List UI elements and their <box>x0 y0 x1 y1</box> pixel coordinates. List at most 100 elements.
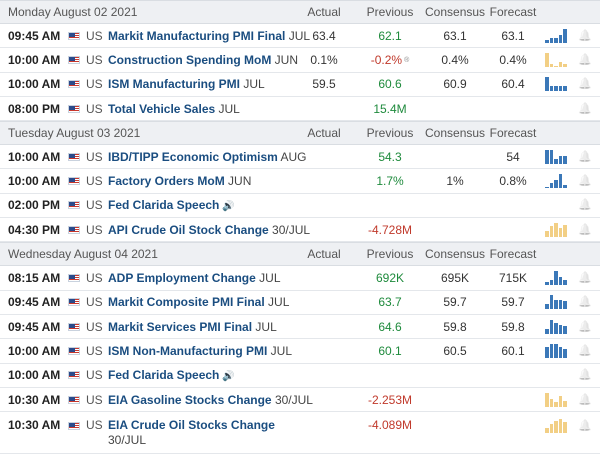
mini-bar <box>563 185 567 189</box>
event-row[interactable]: 09:45 AM US Markit Manufacturing PMI Final… <box>0 24 600 49</box>
event-name-link[interactable]: Markit Manufacturing PMI Final <box>108 28 286 43</box>
event-actual: 59.5 <box>312 77 336 92</box>
event-actual: 63.4 <box>312 28 336 43</box>
event-name-link[interactable]: ADP Employment Change <box>108 271 256 286</box>
event-name-link[interactable]: Total Vehicle Sales <box>108 101 216 116</box>
column-header-actual: Actual <box>307 5 341 19</box>
event-row[interactable]: 10:00 AM US Factory Orders MoM JUN 1.7% 1% 0.… <box>0 169 600 194</box>
mini-bar-chart-icon[interactable] <box>545 295 567 310</box>
event-reference-period: JUL <box>259 271 281 286</box>
mini-bar <box>563 155 567 164</box>
bell-icon[interactable]: 🔔 <box>578 199 592 212</box>
bell-icon[interactable]: 🔔 <box>578 175 592 188</box>
event-row[interactable]: 10:00 AM US Construction Spending MoM JUN 0… <box>0 48 600 73</box>
event-name-link[interactable]: Fed Clarida Speech <box>108 368 220 383</box>
event-consensus: 60.9 <box>443 77 467 92</box>
mini-bar-chart-icon[interactable] <box>545 77 567 92</box>
event-row[interactable]: 10:30 AM US EIA Gasoline Stocks Change 30/… <box>0 387 600 413</box>
bell-icon[interactable]: 🔔 <box>578 272 592 285</box>
mini-bar <box>549 295 554 310</box>
event-title[interactable]: Factory Orders MoM JUN <box>108 174 251 188</box>
event-title[interactable]: Construction Spending MoM JUN <box>108 53 298 67</box>
mini-bar-chart-icon[interactable] <box>545 343 567 358</box>
bell-icon[interactable]: 🔔 <box>578 223 592 236</box>
bell-icon[interactable]: 🔔 <box>578 393 592 406</box>
event-title[interactable]: EIA Gasoline Stocks Change 30/JUL <box>108 393 313 407</box>
event-row[interactable]: 04:30 PM US API Crude Oil Stock Change 30/… <box>0 218 600 243</box>
event-forecast: 715K <box>498 271 528 286</box>
bell-icon[interactable]: 🔔 <box>578 420 592 433</box>
event-row[interactable]: 08:15 AM US ADP Employment Change JUL 692K 6… <box>0 266 600 291</box>
event-row[interactable]: 10:00 AM US ISM Non-Manufacturing PMI JUL 6… <box>0 339 600 364</box>
column-header-consensus: Consensus <box>425 126 486 141</box>
bell-icon[interactable]: 🔔 <box>578 320 592 333</box>
event-title[interactable]: API Crude Oil Stock Change 30/JUL <box>108 223 310 237</box>
bell-icon[interactable]: 🔔 <box>578 296 592 309</box>
event-name-link[interactable]: Fed Clarida Speech <box>108 198 220 213</box>
event-name-link[interactable]: API Crude Oil Stock Change <box>108 222 269 237</box>
bell-icon[interactable]: 🔔 <box>578 53 592 66</box>
event-title[interactable]: IBD/TIPP Economic Optimism AUG <box>108 150 307 164</box>
event-title[interactable]: ISM Manufacturing PMI JUL <box>108 77 265 91</box>
event-row[interactable]: 02:00 PM US Fed Clarida Speech 🔊 🔔 <box>0 193 600 219</box>
event-previous: 60.1 <box>360 344 420 358</box>
mini-bar <box>563 280 567 286</box>
event-title[interactable]: Markit Composite PMI Final JUL <box>108 295 289 309</box>
event-time: 10:00 AM <box>8 368 61 383</box>
mini-bar <box>549 225 554 237</box>
bell-icon[interactable]: 🔔 <box>578 102 592 115</box>
event-title[interactable]: Fed Clarida Speech 🔊 <box>108 368 235 382</box>
mini-bar-chart-icon[interactable] <box>545 222 567 237</box>
event-name-link[interactable]: EIA Gasoline Stocks Change <box>108 392 272 407</box>
event-forecast: 59.8 <box>501 319 525 334</box>
event-title[interactable]: Fed Clarida Speech 🔊 <box>108 198 235 212</box>
event-row[interactable]: 10:00 AM US Fed Clarida Speech 🔊 🔔 <box>0 363 600 388</box>
event-name-link[interactable]: ISM Non-Manufacturing PMI <box>108 343 268 358</box>
event-name-link[interactable]: Markit Composite PMI Final <box>108 295 265 310</box>
event-time: 08:15 AM <box>8 271 61 286</box>
mini-bar-chart-icon[interactable] <box>545 174 567 189</box>
event-previous-value: 1.7% <box>376 174 404 189</box>
mini-bar <box>545 346 549 358</box>
event-name-link[interactable]: Markit Services PMI Final <box>108 319 253 334</box>
event-row[interactable]: 10:30 AM US EIA Crude Oil Stocks Change 30… <box>0 412 600 455</box>
event-title[interactable]: Markit Services PMI Final JUL <box>108 320 277 334</box>
event-previous: 692K <box>360 271 420 285</box>
event-title[interactable]: Markit Manufacturing PMI Final JUL <box>108 29 310 43</box>
bell-icon[interactable]: 🔔 <box>578 150 592 163</box>
event-previous: 1.7% <box>360 174 420 188</box>
mini-bar-chart-icon[interactable] <box>545 271 567 286</box>
bell-icon[interactable]: 🔔 <box>578 369 592 382</box>
mini-bar-chart-icon[interactable] <box>545 149 567 164</box>
event-row[interactable]: 10:00 AM US IBD/TIPP Economic Optimism AUG… <box>0 145 600 170</box>
us-flag-icon <box>68 104 80 113</box>
mini-bar-chart-icon[interactable] <box>545 419 567 434</box>
bell-icon[interactable]: 🔔 <box>578 78 592 91</box>
bell-icon[interactable]: 🔔 <box>578 344 592 357</box>
event-consensus: 1% <box>446 174 464 189</box>
event-country: US <box>86 174 103 189</box>
event-name-link[interactable]: Construction Spending MoM <box>108 52 272 67</box>
mini-bar-chart-icon[interactable] <box>545 28 567 43</box>
event-title[interactable]: EIA Crude Oil Stocks Change 30/JUL <box>108 418 298 448</box>
event-row[interactable]: 08:00 PM US Total Vehicle Sales JUL 15.4M 🔔 <box>0 96 600 122</box>
event-country: US <box>86 418 103 433</box>
event-name-link[interactable]: Factory Orders MoM <box>108 174 225 189</box>
event-name-link[interactable]: EIA Crude Oil Stocks Change <box>108 418 275 433</box>
event-name-link[interactable]: IBD/TIPP Economic Optimism <box>108 149 278 164</box>
event-row[interactable]: 09:45 AM US Markit Services PMI Final JUL 6… <box>0 314 600 340</box>
event-title[interactable]: Total Vehicle Sales JUL <box>108 102 240 116</box>
event-name-link[interactable]: ISM Manufacturing PMI <box>108 77 240 92</box>
mini-bar-chart-icon[interactable] <box>545 52 567 67</box>
event-title[interactable]: ISM Non-Manufacturing PMI JUL <box>108 344 292 358</box>
us-flag-icon <box>68 322 80 331</box>
mini-bar <box>545 392 549 407</box>
mini-bar-chart-icon[interactable] <box>545 319 567 334</box>
bell-icon[interactable]: 🔔 <box>578 29 592 42</box>
event-row[interactable]: 09:45 AM US Markit Composite PMI Final JUL… <box>0 290 600 315</box>
event-row[interactable]: 10:00 AM US ISM Manufacturing PMI JUL 59.5 6… <box>0 72 600 97</box>
event-title[interactable]: ADP Employment Change JUL <box>108 271 281 285</box>
mini-bar-chart-icon[interactable] <box>545 392 567 407</box>
event-reference-period: JUL <box>288 28 311 43</box>
column-header-actual: Actual <box>307 126 341 141</box>
